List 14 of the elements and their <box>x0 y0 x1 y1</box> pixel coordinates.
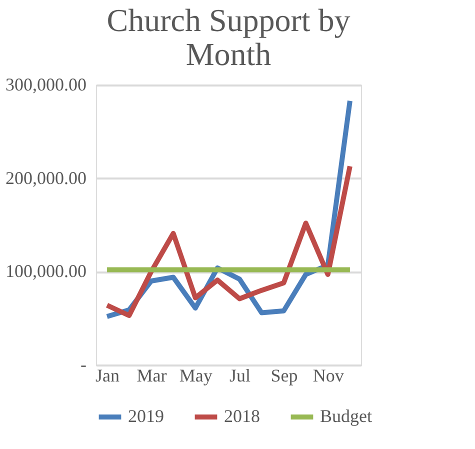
y-tick-label: 300,000.00 <box>6 74 86 94</box>
x-tick-label: Nov <box>312 366 344 386</box>
legend-label: 2019 <box>128 406 164 426</box>
x-tick-label: Mar <box>136 366 167 386</box>
x-tick-label: May <box>179 366 212 386</box>
legend-label: Budget <box>320 406 372 426</box>
legend-label: 2018 <box>224 406 260 426</box>
x-tick-label: Jul <box>230 366 251 386</box>
x-tick-label: Sep <box>270 366 298 386</box>
y-tick-label: 100,000.00 <box>6 261 86 282</box>
chart-title: Church Support by Month <box>106 2 350 72</box>
y-tick-label: 200,000.00 <box>6 168 86 188</box>
x-tick-label: Jan <box>96 366 120 386</box>
y-tick-label: - <box>80 354 86 374</box>
